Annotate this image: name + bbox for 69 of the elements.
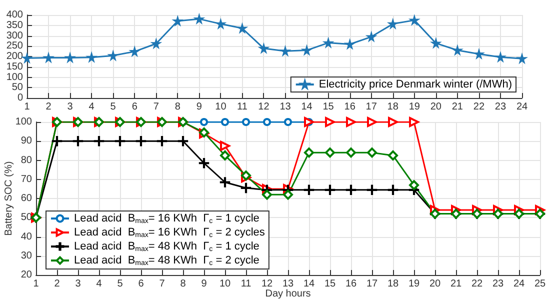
x-tick-label: 2 [54,278,60,290]
y-tick-label: 70 [20,174,32,185]
y-tick-label: 90 [20,136,32,147]
x-tick-label: 9 [196,102,202,112]
x-tick-label: 20 [430,102,442,112]
y-axis-title: Battery SOC (%) [4,161,14,236]
x-tick-label: 14 [303,278,315,290]
x-tick-label: 1 [24,102,30,112]
y-tick-label: 60 [20,193,32,204]
y-tick-label: 80 [20,154,32,166]
x-tick-label: 23 [494,102,506,112]
x-tick-label: 9 [201,278,208,290]
x-tick-label: 17 [366,278,378,290]
x-tick-label: 16 [344,102,356,112]
x-tick-label: 11 [237,102,248,112]
y-tick-label: 350 [6,20,24,31]
x-tick-label: 16 [345,278,357,290]
x-tick-label: 6 [138,278,144,290]
y-tick-label: 400 [6,10,24,20]
x-tick-label: 13 [282,278,294,290]
x-tick-label: 25 [534,278,546,290]
x-tick-label: 4 [88,102,95,112]
x-tick-label: 24 [516,102,528,112]
x-tick-label: 20 [429,278,441,290]
x-tick-label: 17 [366,102,378,112]
x-tick-label: 2 [46,102,52,112]
y-tick-label: 0 [17,92,24,104]
x-tick-label: 7 [153,102,160,112]
x-tick-label: 4 [96,278,102,290]
y-tick-label: 50 [12,82,24,94]
x-tick-label: 22 [473,102,485,112]
x-tick-label: 21 [450,278,462,290]
y-tick-label: 30 [20,250,32,262]
x-tick-label: 13 [280,102,292,112]
x-tick-label: 15 [322,102,334,112]
x-tick-label: 3 [75,278,82,290]
y-tick-label: 100 [15,116,32,128]
x-tick-label: 6 [132,102,138,112]
y-tick-label: 250 [6,40,24,52]
x-tick-label: 15 [324,278,336,290]
x-tick-label: 22 [471,278,483,290]
x-tick-label: 8 [174,102,181,112]
x-tick-label: 12 [261,278,273,290]
x-tick-label: 12 [258,102,270,112]
y-tick-label: 20 [20,270,32,280]
x-tick-label: 23 [492,278,504,290]
x-tick-label: 5 [110,102,116,112]
x-tick-label: 7 [159,278,166,290]
x-tick-label: 14 [301,102,313,112]
y-tick-label: 150 [6,61,24,72]
x-tick-label: 3 [67,102,74,112]
y-tick-label: 40 [20,231,32,242]
x-axis-title: Day hours [265,288,311,300]
x-tick-label: 10 [219,278,231,290]
x-tick-label: 24 [513,278,525,290]
x-tick-label: 11 [240,278,252,290]
x-tick-label: 21 [452,102,464,112]
x-tick-label: 1 [33,278,40,290]
legend-label: Electricity price Denmark winter (/MWh) [318,78,512,90]
y-tick-label: 100 [6,72,24,83]
x-tick-label: 8 [180,278,186,290]
x-tick-label: 19 [408,278,420,290]
x-tick-label: 18 [387,278,399,290]
y-tick-label: 200 [6,51,24,62]
x-tick-label: 19 [408,102,420,112]
x-tick-label: 18 [387,102,399,112]
y-tick-label: 300 [6,30,24,42]
x-tick-label: 5 [117,278,124,290]
x-tick-label: 10 [215,102,227,112]
